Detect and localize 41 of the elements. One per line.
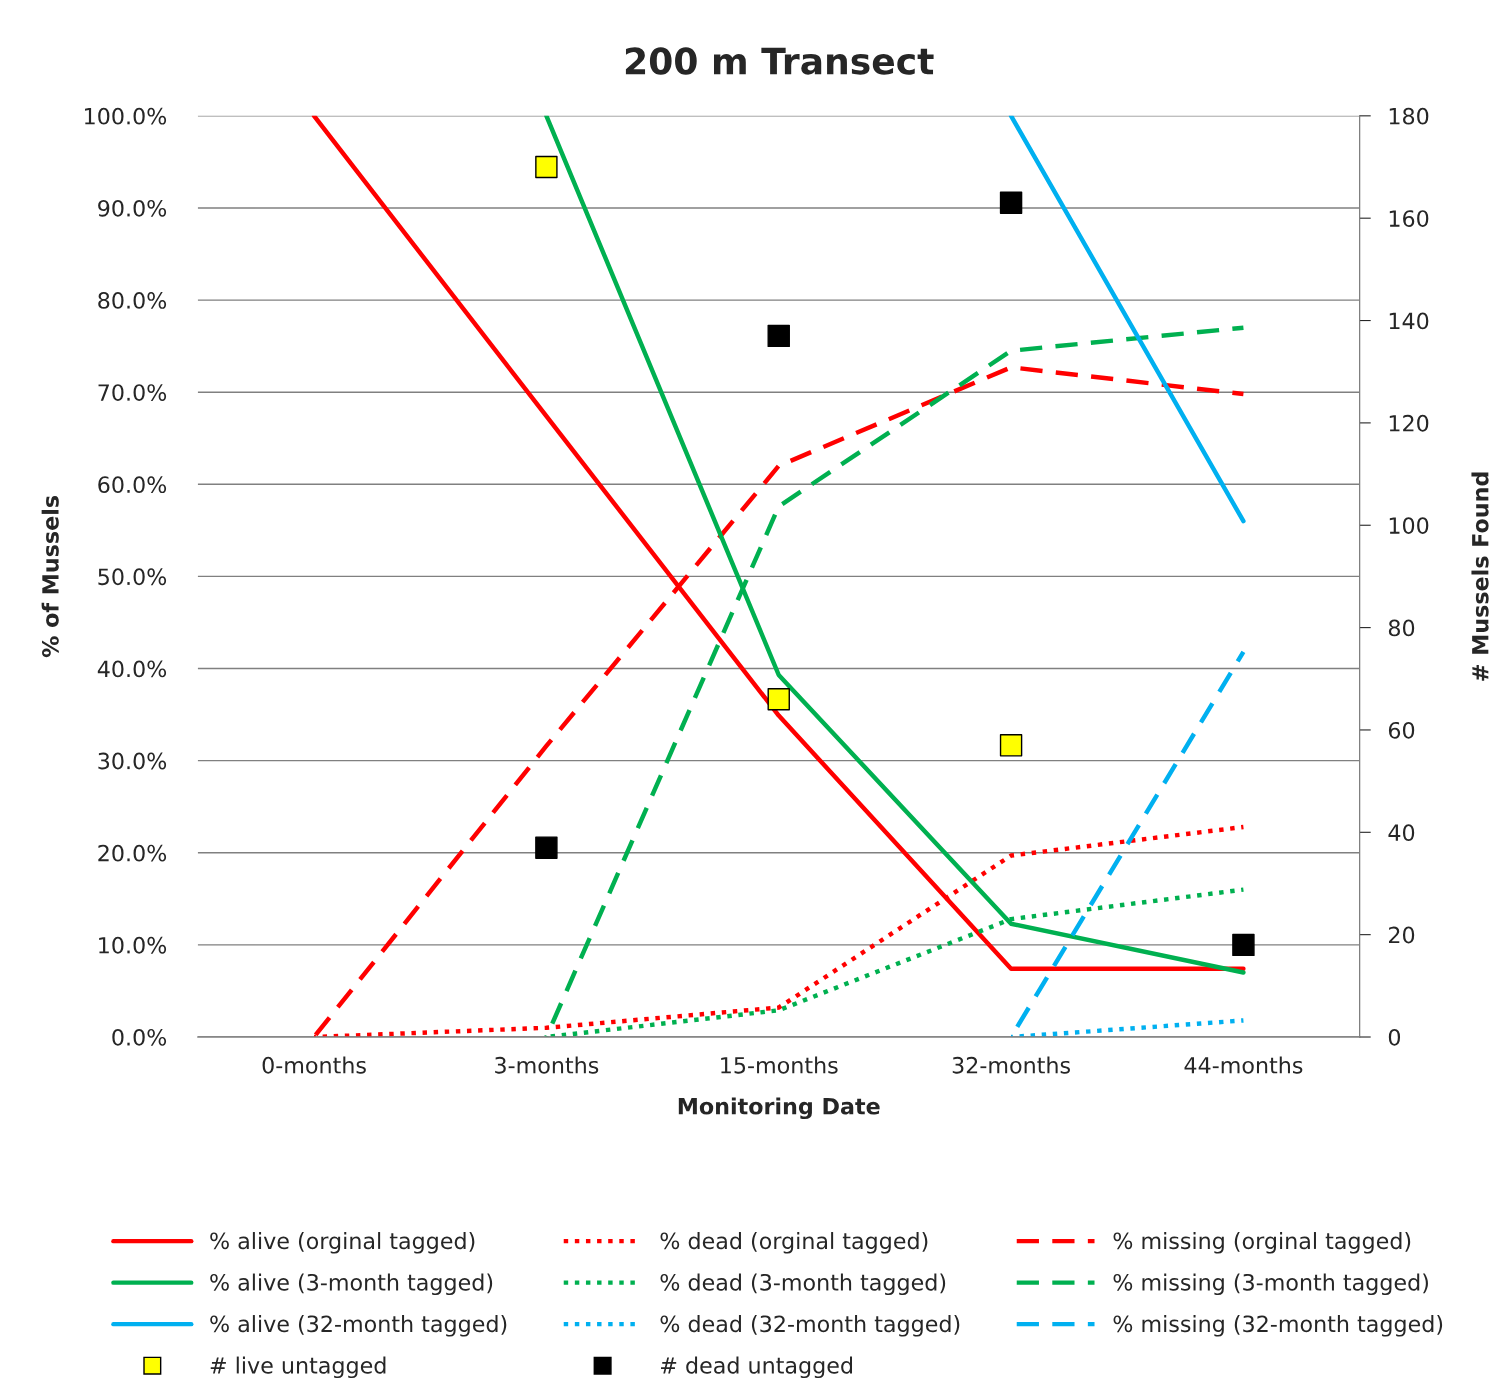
y2-tick-label: 180 (1389, 107, 1429, 125)
x-axis-title: Monitoring Date (678, 1097, 880, 1120)
x-tick-label: 32-months (952, 1056, 1070, 1074)
x-tick-label: 44-months (1184, 1056, 1303, 1074)
x-tick-label: 15-months (721, 1056, 838, 1074)
y-tick-label: 50.0% (98, 568, 167, 586)
y2-tick-label: 40 (1388, 824, 1415, 842)
y2-axis-title: # Mussels Found (1471, 472, 1489, 681)
y2-tick-label: 100 (1389, 517, 1429, 534)
x-tick-label: 0-months (262, 1056, 366, 1074)
chart-title: 200 m Transect (625, 47, 934, 75)
y2-tick-label: 160 (1389, 210, 1429, 227)
legend-label: % alive (3-month tagged) (210, 1273, 493, 1296)
y-tick-label: 90.0% (98, 199, 167, 217)
y-tick-label: 20.0% (98, 844, 167, 862)
y-tick-label: 70.0% (98, 384, 167, 401)
y-tick-label: 60.0% (98, 476, 167, 494)
y-tick-label: 100.0% (85, 107, 167, 125)
x-tick-label: 3-months (495, 1056, 599, 1074)
y-tick-label: 0.0% (112, 1028, 167, 1046)
legend-label: % dead (orginal tagged) (660, 1232, 928, 1254)
y2-tick-label: 20 (1389, 926, 1415, 944)
legend-label: % alive (32-month tagged) (210, 1315, 507, 1337)
legend-label: % missing (3-month tagged) (1113, 1273, 1428, 1296)
y2-tick-label: 0 (1388, 1028, 1401, 1046)
legend-label: % missing (32-month tagged) (1113, 1315, 1443, 1337)
y-axis-title: % of Mussels (41, 495, 59, 658)
y2-tick-label: 60 (1388, 721, 1415, 739)
y2-tick-label: 80 (1388, 619, 1415, 637)
legend-label: # live untagged (210, 1356, 386, 1379)
y2-tick-label: 120 (1389, 414, 1429, 432)
y-tick-label: 30.0% (98, 752, 167, 770)
y-tick-label: 80.0% (98, 292, 167, 309)
y2-tick-label: 140 (1389, 312, 1429, 330)
legend-label: # dead untagged (661, 1356, 853, 1379)
y-tick-label: 40.0% (97, 660, 167, 678)
legend-label: % dead (32-month tagged) (660, 1315, 960, 1337)
y-tick-label: 10.0% (99, 936, 167, 954)
legend-label: % alive (orginal tagged) (210, 1232, 475, 1254)
legend-label: % missing (orginal tagged) (1113, 1232, 1411, 1254)
legend-label: % dead (3-month tagged) (660, 1273, 946, 1296)
